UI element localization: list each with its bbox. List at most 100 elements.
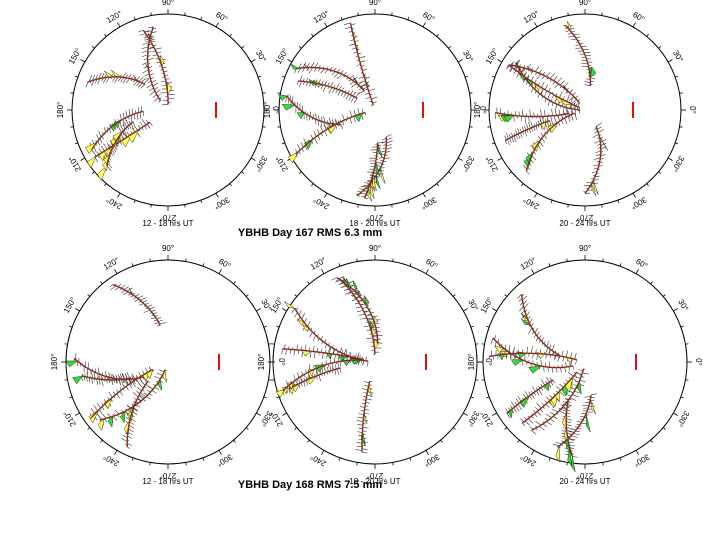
azimuth-tick [453, 295, 455, 297]
residual-spike [529, 116, 530, 122]
residual-spike [516, 398, 519, 403]
azimuth-tick [201, 200, 202, 203]
azimuth-tick [518, 282, 520, 284]
residual-spike [537, 332, 539, 336]
azimuth-tick [272, 380, 275, 381]
residual-spike [354, 110, 356, 115]
sky-circle [66, 260, 270, 464]
residual-spike [530, 110, 531, 117]
residual-spike [363, 427, 369, 428]
residual-spike [110, 285, 113, 287]
residual-spike [582, 66, 589, 67]
azimuth-tick [276, 397, 279, 398]
azimuth-tick [423, 193, 426, 197]
azimuth-label: 0° [277, 358, 286, 366]
residual-spike [94, 147, 97, 153]
azimuth-label: 180° [257, 354, 266, 371]
residual-spike [544, 367, 545, 372]
azimuth-tick [488, 127, 491, 128]
azimuth-label: 210° [274, 154, 290, 173]
azimuth-tick [282, 309, 286, 312]
residual-spike [354, 116, 356, 122]
figure-title: YBHB Day 167 RMS 6.3 mm [238, 227, 382, 239]
residual-spike [582, 405, 589, 406]
residual-spike [359, 56, 365, 58]
azimuth-tick [186, 259, 187, 262]
residual-spike [310, 332, 313, 338]
residual-spike [350, 90, 353, 94]
azimuth-tick [602, 13, 603, 16]
residual-spike [525, 116, 526, 123]
azimuth-label: 120° [522, 9, 541, 25]
azimuth-tick [88, 428, 90, 430]
residual-spike [542, 82, 545, 87]
residual-spike [525, 391, 528, 396]
residual-spike [357, 442, 362, 443]
azimuth-tick [551, 17, 552, 20]
residual-spike [309, 67, 313, 73]
residual-spike [344, 93, 347, 98]
azimuth-tick [264, 326, 267, 327]
azimuth-tick [251, 158, 255, 161]
residual-spike [313, 346, 314, 352]
residual-spike [358, 413, 363, 414]
azimuth-tick [470, 93, 473, 94]
azimuth-tick [234, 282, 236, 284]
residual-spike [142, 51, 148, 53]
azimuth-tick [325, 193, 328, 197]
azimuth-tick [603, 259, 604, 262]
residual-spike [532, 155, 536, 160]
residual-spike [386, 148, 392, 150]
residual-spike [359, 91, 364, 94]
residual-spike [510, 138, 512, 143]
residual-spike [539, 389, 542, 395]
satellite-track [95, 122, 150, 157]
azimuth-tick [620, 263, 621, 266]
residual-spike [102, 379, 104, 386]
residual-spike [546, 397, 550, 401]
residual-spike [146, 384, 150, 388]
panel-caption: 20 - 24 hrs UT [559, 219, 610, 228]
residual-spike [325, 69, 328, 73]
azimuth-tick [69, 326, 72, 327]
azimuth-tick [251, 60, 255, 63]
azimuth-tick [92, 172, 94, 174]
residual-spike [113, 416, 117, 420]
azimuth-tick [453, 428, 455, 430]
residual-patch [73, 376, 83, 384]
azimuth-tick [426, 269, 429, 273]
azimuth-tick [75, 413, 79, 416]
residual-spike [99, 148, 102, 152]
residual-spike [358, 417, 364, 418]
azimuth-tick [295, 428, 297, 430]
azimuth-tick [681, 326, 684, 327]
residual-spike [524, 303, 528, 308]
azimuth-label: 150° [62, 296, 78, 315]
residual-spike [565, 367, 566, 372]
residual-spike [551, 116, 552, 122]
residual-spike [594, 158, 601, 160]
residual-spike [301, 142, 303, 147]
azimuth-tick [115, 269, 118, 273]
azimuth-label: 210° [479, 409, 495, 428]
azimuth-tick [185, 13, 186, 16]
residual-spike [540, 141, 544, 146]
residual-spike [127, 372, 130, 378]
azimuth-tick [268, 380, 271, 381]
azimuth-label: 300° [632, 452, 651, 468]
residual-spike [302, 313, 305, 319]
residual-spike [546, 377, 549, 382]
residual-spike [526, 124, 528, 129]
residual-spike [149, 88, 153, 91]
residual-spike [521, 116, 522, 121]
residual-spike [518, 129, 520, 134]
residual-spike [139, 384, 143, 388]
residual-spike [342, 114, 344, 120]
azimuth-tick [633, 23, 636, 27]
residual-spike [140, 84, 145, 88]
residual-spike [153, 83, 158, 86]
azimuth-tick [201, 17, 202, 20]
residual-spike [365, 97, 370, 99]
residual-spike [559, 110, 560, 115]
azimuth-label: 300° [629, 195, 648, 211]
